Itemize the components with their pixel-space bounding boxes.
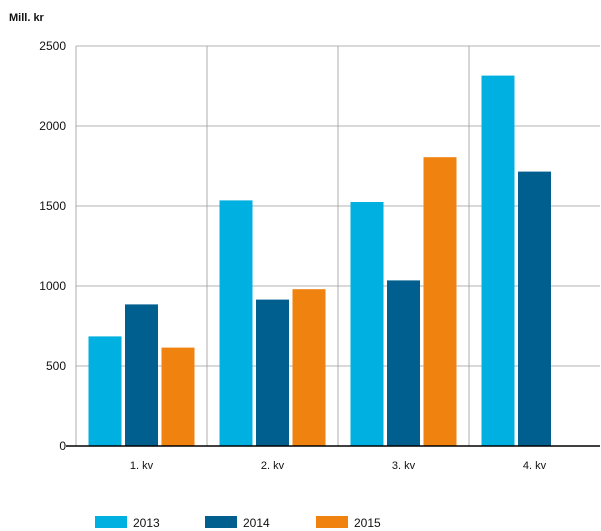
y-tick-label: 2000 bbox=[39, 119, 66, 133]
y-tick-label: 1000 bbox=[39, 279, 66, 293]
y-tick-label: 500 bbox=[46, 359, 66, 373]
x-tick-label: 4. kv bbox=[523, 460, 547, 472]
legend-swatch-2015 bbox=[316, 516, 348, 528]
y-tick-label: 0 bbox=[59, 439, 66, 453]
y-tick-label: 2500 bbox=[39, 39, 66, 53]
legend-swatch-2013 bbox=[95, 516, 127, 528]
gridlines bbox=[75, 45, 600, 446]
bar-2013-2 bbox=[219, 200, 253, 446]
legend-label-2015: 2015 bbox=[354, 516, 381, 530]
bar-2015-1 bbox=[161, 347, 195, 446]
bar-2014-3 bbox=[387, 280, 420, 446]
legend-label-2014: 2014 bbox=[243, 516, 270, 530]
legend-swatch-2014 bbox=[205, 516, 237, 528]
x-tick-label: 2. kv bbox=[261, 460, 285, 472]
bar-2013-1 bbox=[88, 336, 122, 446]
legend: 2013 2014 2015 bbox=[95, 516, 381, 530]
bars bbox=[88, 75, 551, 446]
x-tick-label: 3. kv bbox=[392, 460, 416, 472]
bar-2014-4 bbox=[518, 171, 551, 446]
y-axis-unit-label: Mill. kr bbox=[9, 12, 45, 24]
bar-2015-2 bbox=[292, 289, 326, 446]
bar-2014-1 bbox=[125, 304, 158, 446]
bar-2013-4 bbox=[481, 75, 515, 446]
y-tick-label: 1500 bbox=[39, 199, 66, 213]
x-tick-label: 1. kv bbox=[130, 460, 154, 472]
bar-2013-3 bbox=[350, 202, 384, 446]
bar-2014-2 bbox=[256, 299, 289, 446]
axes: 0 500 1000 1500 2000 2500 1. kv 2. kv 3. kv 4. kv bbox=[39, 39, 600, 472]
legend-label-2013: 2013 bbox=[133, 516, 160, 530]
bar-2015-3 bbox=[423, 157, 457, 446]
